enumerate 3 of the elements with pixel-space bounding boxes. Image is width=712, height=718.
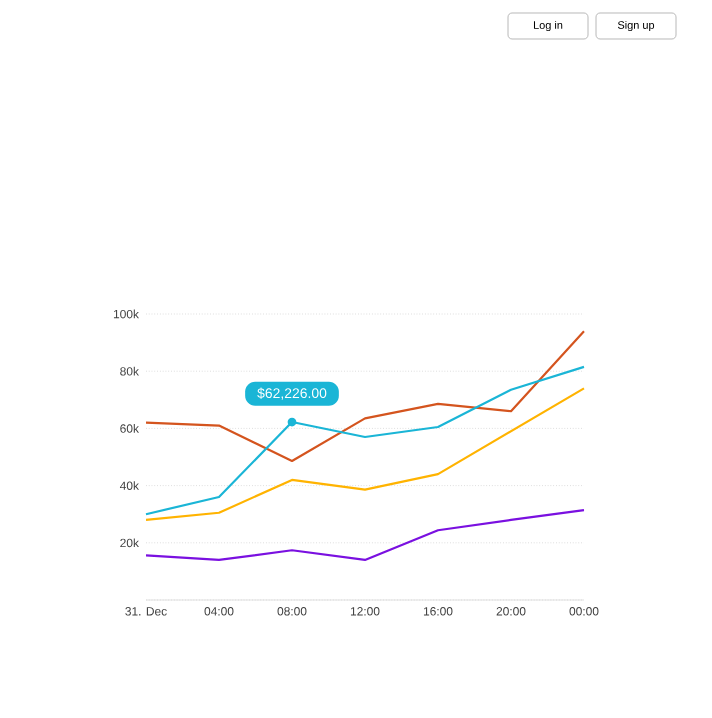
line-series xyxy=(144,365,586,516)
line-series xyxy=(144,330,586,463)
line-series xyxy=(144,509,586,562)
